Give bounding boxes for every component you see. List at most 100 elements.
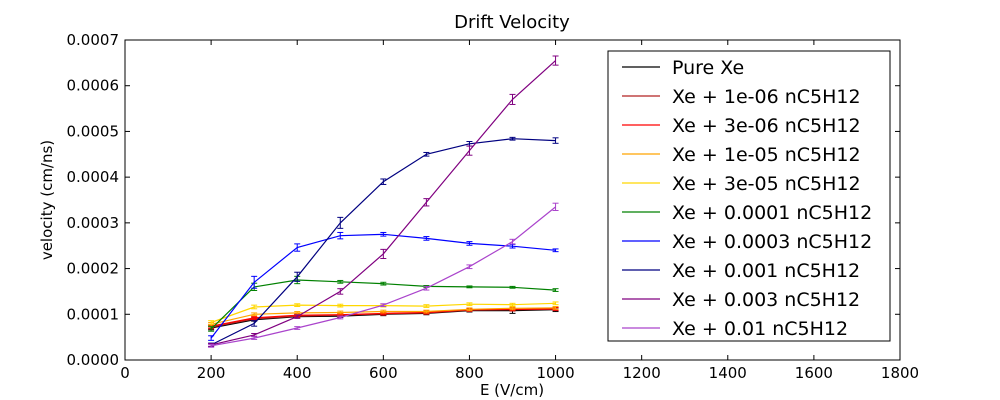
legend-label: Xe + 3e-06 nC5H12 — [672, 115, 861, 137]
error-bar — [423, 285, 430, 291]
series-line — [210, 60, 557, 346]
error-bar — [552, 288, 559, 292]
error-bar — [466, 145, 473, 156]
error-bar — [466, 241, 473, 246]
legend: Pure Xe Xe + 1e-06 nC5H12 Xe + 3e-06 nC5H1… — [607, 50, 891, 342]
error-bar — [509, 285, 516, 289]
legend-label: Pure Xe — [672, 57, 744, 79]
legend-item: Xe + 0.0003 nC5H12 — [622, 231, 872, 253]
legend-label: Xe + 0.01 nC5H12 — [672, 318, 848, 340]
error-bar — [423, 198, 430, 207]
error-bar — [552, 248, 559, 253]
error-bar — [552, 202, 559, 212]
y-tick-label: 0.0003 — [67, 214, 120, 232]
error-bar — [552, 137, 559, 144]
legend-label: Xe + 3e-05 nC5H12 — [672, 173, 861, 195]
y-tick-label: 0.0007 — [67, 31, 120, 49]
error-bar — [251, 275, 258, 289]
error-bar — [466, 307, 473, 312]
error-bar — [208, 320, 215, 325]
legend-item: Xe + 0.0001 nC5H12 — [622, 202, 872, 224]
error-bar — [251, 336, 258, 340]
error-bar — [337, 231, 344, 240]
x-tick-label: 1000 — [536, 364, 574, 382]
plot-frame — [124, 39, 901, 361]
legend-label: Xe + 0.003 nC5H12 — [672, 289, 860, 311]
y-tick-label: 0.0002 — [67, 260, 120, 278]
y-tick-label: 0.0005 — [67, 122, 120, 140]
error-bar — [509, 93, 516, 105]
error-bar — [380, 178, 387, 185]
error-bar — [294, 314, 301, 319]
error-bar — [380, 248, 387, 260]
error-bar — [466, 264, 473, 270]
error-bar — [509, 302, 516, 307]
legend-box — [607, 50, 891, 342]
error-bar — [423, 236, 430, 241]
legend-item: Xe + 3e-06 nC5H12 — [622, 115, 861, 137]
x-tick-label: 1600 — [795, 364, 833, 382]
x-tick-label: 1800 — [881, 364, 919, 382]
error-bar — [423, 304, 430, 308]
error-bar — [294, 303, 301, 308]
legend-label: Xe + 0.0001 nC5H12 — [672, 202, 872, 224]
error-bar — [423, 151, 430, 157]
error-bar — [337, 303, 344, 308]
error-bar — [294, 271, 301, 282]
error-bar — [423, 309, 430, 314]
x-tick-label: 800 — [455, 364, 484, 382]
error-bar — [466, 285, 473, 289]
series-line — [210, 206, 556, 347]
plot-area — [124, 39, 901, 361]
error-bar — [251, 312, 258, 317]
legend-item: Xe + 0.001 nC5H12 — [622, 260, 860, 282]
error-bar — [509, 136, 516, 141]
series-9 — [208, 202, 559, 348]
chart-title: Drift Velocity — [454, 12, 570, 33]
error-bar — [380, 309, 387, 314]
legend-item: Xe + 1e-06 nC5H12 — [622, 86, 861, 108]
legend-item: Pure Xe — [622, 57, 744, 79]
error-bar — [251, 304, 258, 310]
error-bar — [337, 288, 344, 295]
error-bar — [380, 231, 387, 237]
error-bar — [380, 303, 387, 308]
legend-label: Xe + 1e-06 nC5H12 — [672, 86, 861, 108]
error-bar — [251, 316, 258, 320]
legend-label: Xe + 0.001 nC5H12 — [672, 260, 860, 282]
y-tick-label: 0.0001 — [67, 305, 120, 323]
series-8 — [208, 55, 559, 347]
x-tick-label: 1400 — [709, 364, 747, 382]
x-tick-label: 0 — [120, 364, 130, 382]
series-6 — [208, 231, 559, 341]
y-tick-label: 0.0004 — [67, 168, 120, 186]
legend-label: Xe + 0.0003 nC5H12 — [672, 231, 872, 253]
error-bar — [208, 343, 215, 348]
error-bar — [466, 302, 473, 307]
y-axis-label: velocity (cm/ns) — [38, 140, 56, 260]
error-bar — [337, 310, 344, 315]
y-tick-label: 0.0000 — [67, 351, 120, 369]
error-bar — [552, 306, 559, 310]
error-bar — [208, 326, 215, 332]
x-tick-label: 600 — [369, 364, 398, 382]
error-bar — [251, 320, 258, 327]
x-tick-label: 400 — [283, 364, 312, 382]
legend-label: Xe + 1e-05 nC5H12 — [672, 144, 861, 166]
y-tick-label: 0.0006 — [67, 77, 120, 95]
error-bar — [337, 216, 344, 229]
error-bar — [552, 301, 559, 306]
error-bar — [337, 315, 344, 320]
legend-item: Xe + 0.01 nC5H12 — [622, 318, 848, 340]
error-bar — [380, 281, 387, 286]
error-bar — [552, 55, 559, 66]
x-axis-label: E (V/cm) — [480, 381, 544, 399]
error-bar — [294, 243, 301, 252]
x-tick-label: 200 — [197, 364, 226, 382]
legend-item: Xe + 3e-05 nC5H12 — [622, 173, 861, 195]
error-bar — [337, 279, 344, 284]
legend-item: Xe + 1e-05 nC5H12 — [622, 144, 861, 166]
error-bar — [294, 326, 301, 330]
error-bar — [509, 238, 516, 245]
